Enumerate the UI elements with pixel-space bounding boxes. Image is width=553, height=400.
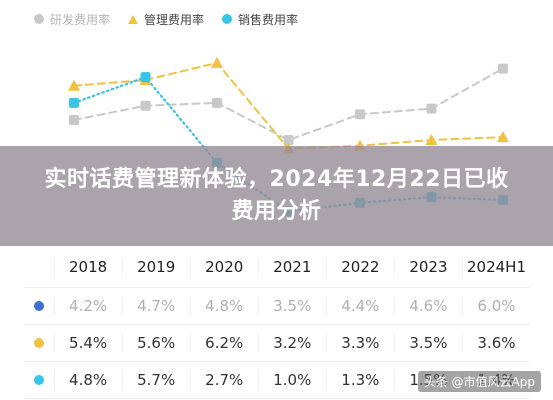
table-cell-rd-2024H1: 6.0% <box>461 297 530 315</box>
table-cell-sales-2022: 1.3% <box>325 371 394 389</box>
table-cell-rd-2022: 4.4% <box>325 297 394 315</box>
legend-marker-mgmt <box>128 14 139 24</box>
point-sales-2018[interactable] <box>69 97 79 108</box>
table-header-2024H1: 2024H1 <box>461 258 530 276</box>
table-cell-sales-2021: 1.0% <box>257 371 326 389</box>
table-cell-sales-2020: 2.7% <box>189 371 258 389</box>
point-rd-2022[interactable] <box>355 109 365 120</box>
legend-item-rd[interactable]: 研发费用率 <box>34 11 110 28</box>
table-header-2023: 2023 <box>393 258 462 276</box>
point-rd-2021[interactable] <box>283 135 294 145</box>
row-marker-dot-rd <box>33 301 44 311</box>
point-sales-2019[interactable] <box>140 72 151 83</box>
row-marker-cell <box>24 338 54 348</box>
table-row-mgmt: 5.4% 5.6% 6.2% 3.2% 3.3% 3.5% 3.6% <box>24 325 530 362</box>
point-mgmt-2020[interactable] <box>211 56 223 68</box>
point-mgmt-2024H1[interactable] <box>497 131 509 143</box>
table-cell-mgmt-2023: 3.5% <box>393 334 462 352</box>
table-header-2020: 2020 <box>189 258 258 276</box>
table-header-2022: 2022 <box>325 258 394 276</box>
table-cell-mgmt-2020: 6.2% <box>189 334 258 352</box>
table-cell-mgmt-2022: 3.3% <box>325 334 394 352</box>
legend-item-mgmt[interactable]: 管理费用率 <box>128 11 204 28</box>
point-rd-2020[interactable] <box>212 97 222 108</box>
table-header-2021: 2021 <box>257 258 326 276</box>
table-cell-sales-2018: 4.8% <box>53 371 122 389</box>
table-header-row: 2018 2019 2020 2021 2022 2023 2024H1 <box>24 247 530 288</box>
table-cell-rd-2019: 4.7% <box>121 297 190 315</box>
legend-marker-rd <box>34 14 44 24</box>
row-marker-dot-mgmt <box>33 338 44 348</box>
table-cell-rd-2021: 3.5% <box>257 297 326 315</box>
table-cell-mgmt-2018: 5.4% <box>53 334 122 352</box>
banner-title: 实时话费管理新体验，2024年12月22日已收费用分析 <box>44 167 509 224</box>
legend-label-rd: 研发费用率 <box>50 12 111 27</box>
point-rd-2019[interactable] <box>140 100 151 111</box>
table-cell-mgmt-2019: 5.6% <box>121 334 190 352</box>
series-line-rd <box>73 67 504 142</box>
table-cell-mgmt-2021: 3.2% <box>257 334 326 352</box>
point-rd-2018[interactable] <box>69 115 79 125</box>
row-marker-dot-sales <box>33 375 44 385</box>
point-rd-2023[interactable] <box>426 103 437 114</box>
legend-label-mgmt: 管理费用率 <box>144 12 205 27</box>
table-header-2018: 2018 <box>53 258 122 276</box>
table-header-2019: 2019 <box>121 258 190 276</box>
legend-item-sales[interactable]: 销售费用率 <box>222 11 298 28</box>
row-marker-cell <box>24 301 54 311</box>
point-mgmt-2023[interactable] <box>425 134 438 145</box>
table-cell-rd-2020: 4.8% <box>189 297 258 315</box>
watermark: 头条 @市值风云App <box>417 371 541 392</box>
point-mgmt-2018[interactable] <box>68 79 80 91</box>
point-rd-2024H1[interactable] <box>498 63 508 74</box>
title-banner: 实时话费管理新体验，2024年12月22日已收费用分析 <box>0 146 553 246</box>
table-row-rd: 4.2% 4.7% 4.8% 3.5% 4.4% 4.6% 6.0% <box>24 288 530 325</box>
legend-marker-sales <box>222 14 233 24</box>
chart-legend: 研发费用率 管理费用率 销售费用率 <box>34 10 298 28</box>
table-cell-sales-2019: 5.7% <box>121 371 190 389</box>
row-marker-cell <box>24 375 54 385</box>
table-cell-rd-2023: 4.6% <box>393 297 462 315</box>
legend-label-sales: 销售费用率 <box>238 12 299 27</box>
table-cell-mgmt-2024H1: 3.6% <box>461 334 530 352</box>
table-cell-rd-2018: 4.2% <box>53 297 122 315</box>
